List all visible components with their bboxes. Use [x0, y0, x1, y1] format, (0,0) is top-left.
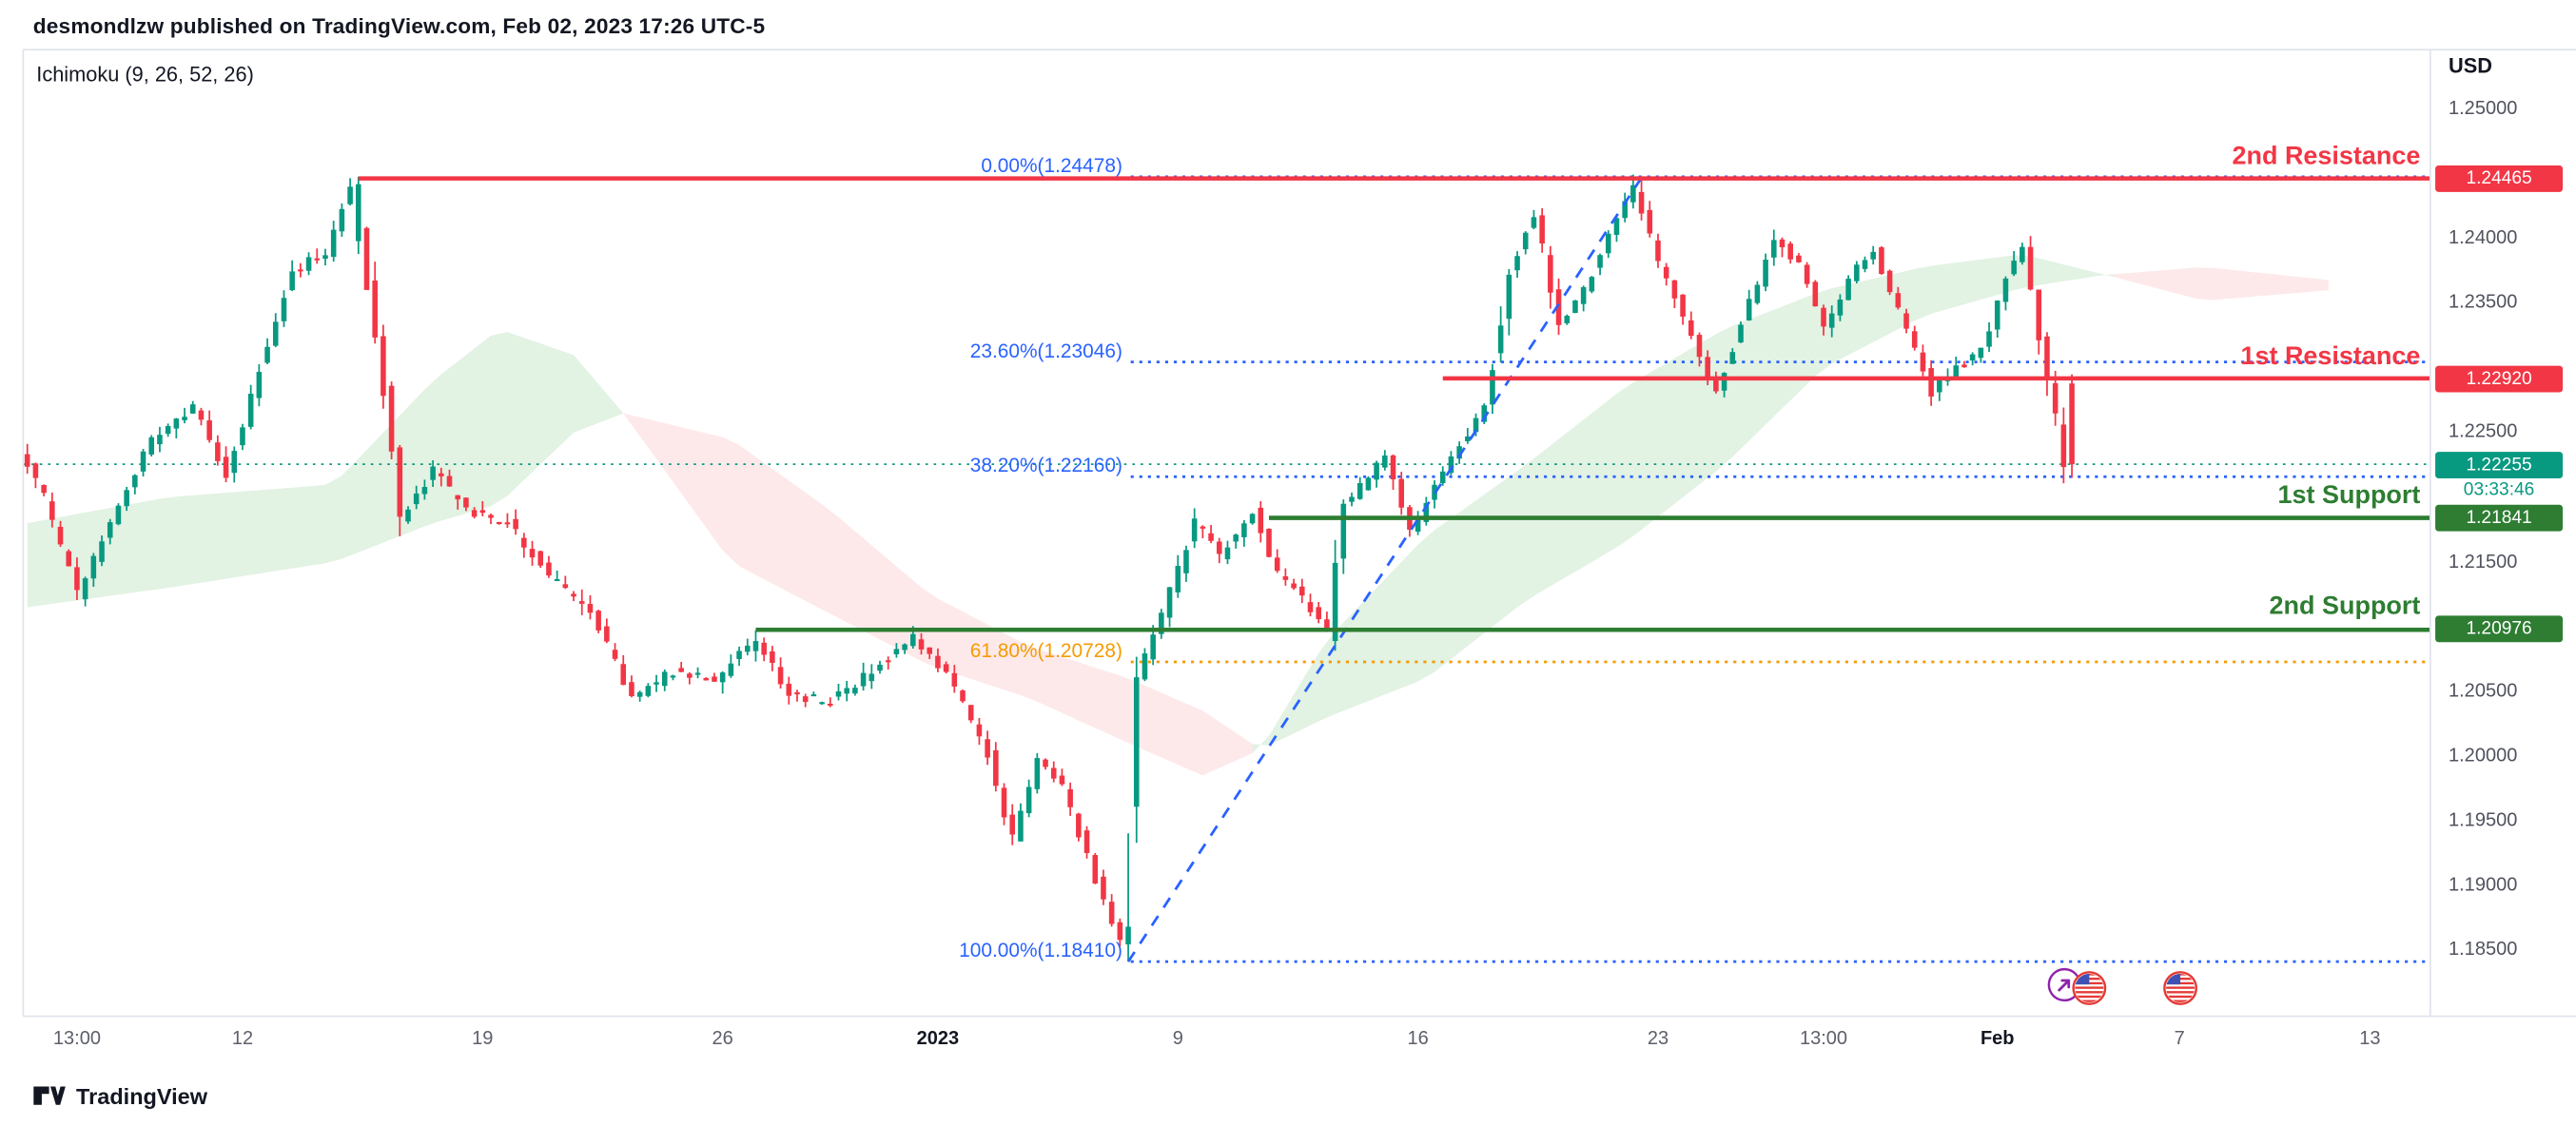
- publish-info-text: desmondlzw published on TradingView.com,…: [32, 12, 766, 39]
- trendline[interactable]: [1126, 177, 1643, 962]
- level-lines: [358, 176, 2430, 632]
- ichimoku-cloud: [27, 255, 2329, 776]
- footer: TradingView: [29, 1077, 207, 1114]
- event-marker-us-flag[interactable]: [2163, 971, 2197, 1005]
- candles-layer: [24, 174, 2075, 962]
- currency-label: USD: [2448, 54, 2492, 78]
- tradingview-brand-text: TradingView: [76, 1083, 208, 1109]
- event-marker-us-flag[interactable]: [2072, 971, 2107, 1005]
- event-marker-arrow[interactable]: [2047, 967, 2081, 1002]
- chart-border: [22, 49, 2576, 1018]
- publish-header: desmondlzw published on TradingView.com,…: [33, 13, 765, 38]
- event-markers[interactable]: [2047, 967, 2197, 1005]
- indicator-label: Ichimoku (9, 26, 52, 26): [36, 63, 254, 87]
- tradingview-logo-icon: [33, 1086, 66, 1105]
